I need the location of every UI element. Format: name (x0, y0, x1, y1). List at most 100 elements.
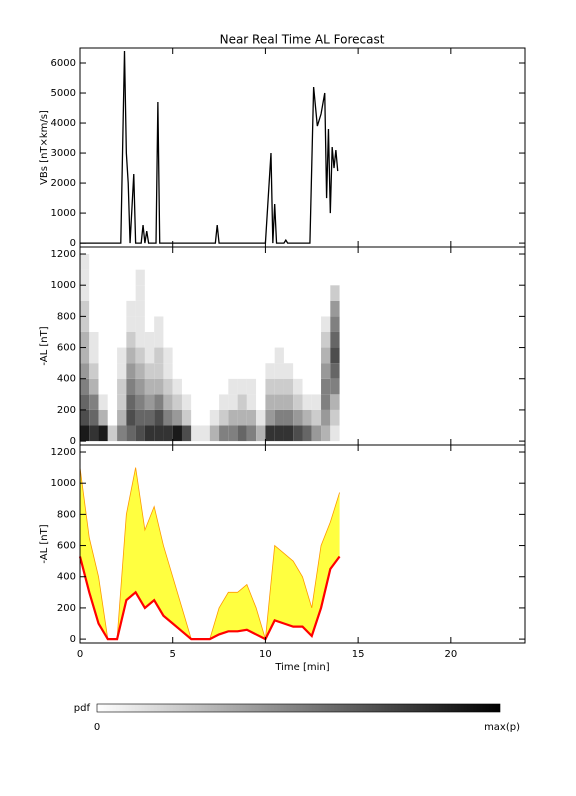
heatmap-cell (246, 331, 257, 348)
heatmap-cell (219, 347, 229, 364)
heatmap-cell (126, 394, 136, 410)
heatmap-cell (237, 254, 247, 270)
heatmap-cell (219, 269, 229, 286)
heatmap-cell (144, 394, 155, 410)
heatmap-cell (89, 363, 99, 379)
heatmap-cell (172, 285, 182, 301)
heatmap-cell (209, 331, 220, 348)
heatmap-cell (311, 363, 322, 379)
heatmap-cell (89, 331, 99, 348)
heatmap-cell (117, 378, 127, 395)
heatmap-cell (126, 425, 136, 442)
heatmap-cell (246, 394, 257, 410)
heatmap-cell (302, 331, 312, 348)
heatmap-cell (135, 254, 145, 270)
heatmap-cell (144, 254, 155, 270)
heatmap-cell (302, 316, 312, 332)
heatmap-cell (107, 254, 118, 270)
x-tick-label: 10 (259, 649, 272, 660)
heatmap-cell (181, 425, 192, 442)
heatmap-cell (246, 347, 257, 364)
heatmap-cell (144, 316, 155, 332)
heatmap-cell (330, 331, 340, 348)
y-tick-label: 0 (70, 436, 76, 447)
heatmap-cell (98, 254, 108, 270)
heatmap-cell (172, 254, 182, 270)
heatmap-cell (228, 300, 238, 317)
heatmap-cell (191, 409, 201, 426)
heatmap-cell (191, 378, 201, 395)
heatmap-cell (154, 425, 164, 442)
heatmap-cell (209, 285, 220, 301)
heatmap-cell (135, 363, 145, 379)
heatmap-cell (126, 300, 136, 317)
heatmap-cell (293, 394, 303, 410)
panel (78, 467, 341, 641)
heatmap-cell (237, 300, 247, 317)
heatmap-cell (330, 409, 340, 426)
x-axis-label: Time [min] (274, 662, 329, 673)
heatmap-cell (126, 409, 136, 426)
y-tick-label: 6000 (51, 58, 76, 69)
heatmap-cell (172, 425, 182, 442)
heatmap-cell (163, 254, 173, 270)
heatmap-cell (256, 425, 266, 442)
heatmap-cell (154, 347, 164, 364)
heatmap-cell (107, 347, 118, 364)
chart-title: Near Real Time AL Forecast (220, 33, 385, 47)
data-line (80, 50, 339, 244)
heatmap-cell (181, 378, 192, 395)
heatmap-cell (246, 254, 257, 270)
heatmap-cell (274, 331, 284, 348)
heatmap-cell (191, 425, 201, 442)
heatmap-cell (89, 378, 99, 395)
heatmap-cell (107, 394, 118, 410)
heatmap-cell (330, 269, 340, 286)
heatmap-cell (246, 300, 257, 317)
heatmap-cell (228, 378, 238, 395)
heatmap-cell (117, 425, 127, 442)
heatmap-cell (172, 363, 182, 379)
heatmap-cell (200, 347, 210, 364)
heatmap-cell (256, 316, 266, 332)
heatmap-cell (117, 363, 127, 379)
heatmap-cell (209, 409, 220, 426)
heatmap-cell (274, 269, 284, 286)
heatmap-cell (293, 300, 303, 317)
heatmap-cell (172, 316, 182, 332)
heatmap-cell (311, 269, 322, 286)
heatmap-cell (219, 316, 229, 332)
heatmap-cell (126, 363, 136, 379)
heatmap-cell (283, 269, 294, 286)
heatmap-cell (135, 409, 145, 426)
heatmap-cell (283, 425, 294, 442)
heatmap-cell (302, 254, 312, 270)
heatmap-cell (135, 300, 145, 317)
heatmap-cell (209, 316, 220, 332)
heatmap-cell (117, 300, 127, 317)
heatmap-cell (293, 347, 303, 364)
heatmap-cell (191, 331, 201, 348)
heatmap-cell (154, 363, 164, 379)
heatmap-cell (200, 316, 210, 332)
heatmap-cell (135, 331, 145, 348)
heatmap-cell (98, 425, 108, 442)
heatmap-cell (98, 347, 108, 364)
heatmap-cell (209, 394, 220, 410)
heatmap-cell (172, 331, 182, 348)
heatmap-cell (228, 409, 238, 426)
heatmap-cell (126, 254, 136, 270)
heatmap-cell (117, 347, 127, 364)
heatmap-cell (330, 285, 340, 301)
heatmap-cell (154, 331, 164, 348)
heatmap-cell (80, 425, 90, 442)
heatmap-cell (256, 331, 266, 348)
y-axis-label: -AL [nT] (39, 524, 50, 563)
heatmap-cell (228, 316, 238, 332)
y-tick-label: 4000 (51, 118, 76, 129)
y-tick-label: 800 (57, 509, 76, 520)
heatmap-cell (219, 409, 229, 426)
heatmap-cell (330, 378, 340, 395)
heatmap-cell (237, 363, 247, 379)
